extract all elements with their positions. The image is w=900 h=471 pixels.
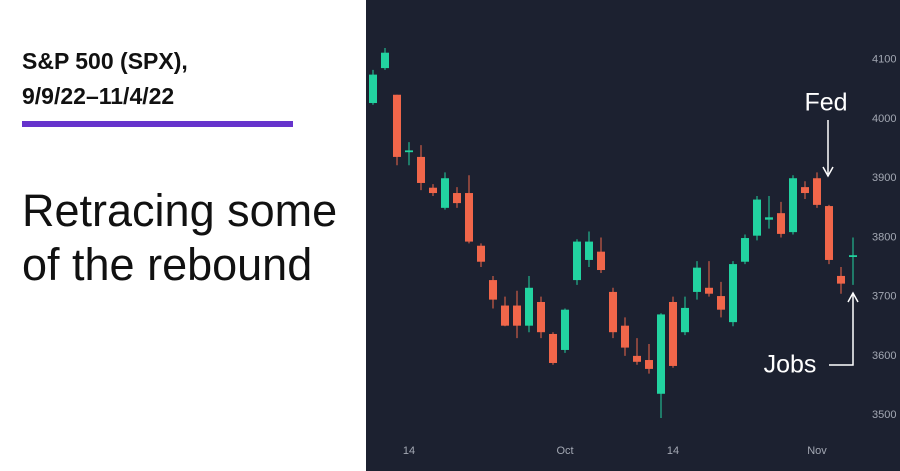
annotation: Jobs (764, 351, 817, 379)
chart-title: S&P 500 (SPX), 9/9/22–11/4/22 (22, 44, 188, 114)
candle-body (585, 241, 593, 260)
candle-body (477, 245, 485, 262)
candle-body (549, 333, 557, 363)
candle-body (465, 193, 473, 242)
candle-body (669, 301, 677, 366)
y-tick-label: 3600 (872, 350, 896, 362)
candle-body (681, 307, 689, 333)
y-tick-label: 3800 (872, 231, 896, 243)
x-tick-label: 14 (667, 445, 679, 457)
candle-body (369, 74, 377, 104)
candle-body (417, 156, 425, 183)
candle-body (789, 178, 797, 233)
annotation-arrowhead (847, 291, 859, 303)
candle-body (801, 187, 809, 194)
accent-rule (22, 121, 293, 127)
candle-body (765, 217, 773, 220)
candle-body (825, 206, 833, 260)
x-tick-label: Oct (556, 445, 573, 457)
candle-body (657, 314, 665, 394)
candle-body (777, 213, 785, 234)
candle-body (393, 94, 401, 157)
candle-body (813, 178, 821, 205)
y-tick-label: 3700 (872, 291, 896, 303)
candle-body (693, 267, 701, 292)
annotation: Fed (804, 89, 847, 117)
candle-body (597, 251, 605, 271)
y-tick-label: 4100 (872, 54, 896, 66)
x-tick-label: 14 (403, 445, 415, 457)
title-line: S&P 500 (SPX), (22, 48, 188, 74)
candle-body (573, 241, 581, 281)
y-tick-label: 3500 (872, 409, 896, 421)
candle-body (645, 360, 653, 369)
headline: Retracing some of the rebound (22, 185, 338, 290)
subtitle-line: 9/9/22–11/4/22 (22, 83, 175, 109)
candle-body (705, 287, 713, 294)
candle-body (513, 305, 521, 326)
candle-body (717, 296, 725, 310)
candle-body (453, 193, 461, 204)
y-tick-label: 3900 (872, 172, 896, 184)
candle-body (621, 325, 629, 348)
plot-background (366, 0, 900, 471)
candle-body (441, 178, 449, 208)
candle-body (837, 275, 845, 284)
candle-body (501, 305, 509, 326)
annotation-arrow (829, 294, 854, 366)
candle-body (633, 355, 641, 362)
annotation-arrowhead (822, 166, 834, 178)
candle-body (729, 264, 737, 323)
candle-body (537, 301, 545, 333)
candle-body (381, 52, 389, 69)
candle-body (753, 199, 761, 236)
candle-body (741, 238, 749, 262)
x-tick-label: Nov (807, 445, 827, 457)
candle-body (849, 255, 857, 257)
candle-body (429, 187, 437, 194)
candle-body (561, 309, 569, 350)
candle-body (489, 280, 497, 300)
candle-body (525, 287, 533, 326)
y-tick-label: 4000 (872, 113, 896, 125)
candle-body (405, 150, 413, 153)
candle-body (609, 291, 617, 333)
